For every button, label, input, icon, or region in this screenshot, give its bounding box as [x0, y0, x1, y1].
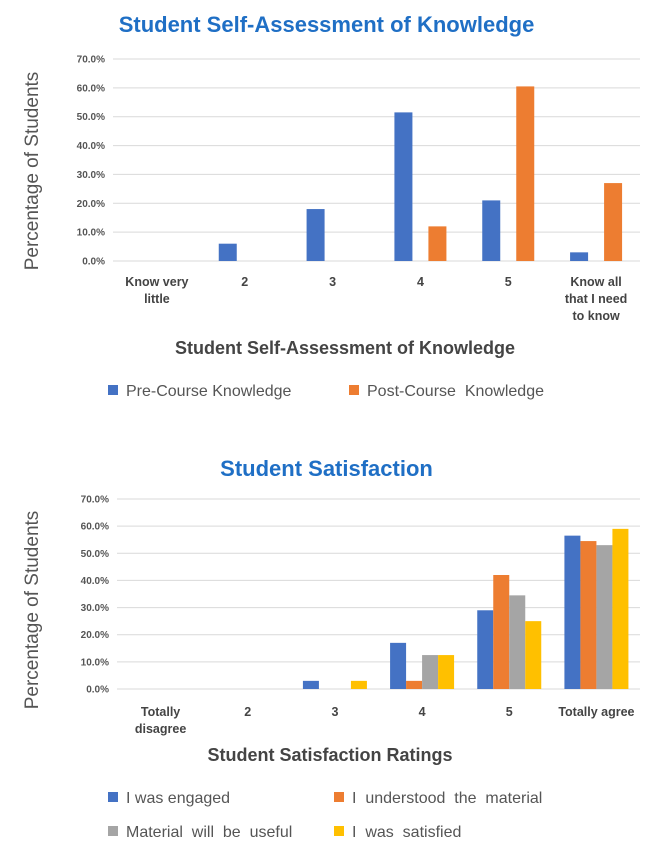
chart2-bar	[302, 680, 319, 689]
chart1-y-tick-label: 0.0%	[82, 257, 105, 268]
chart1-legend-item-pre: Pre-Course Knowledge	[108, 383, 291, 401]
chart2-legend-swatch-satisfied	[334, 826, 344, 836]
chart2-y-tick-label: 50.0%	[81, 549, 109, 560]
chart1-category-label: 3	[329, 275, 336, 289]
chart1-y-tick-label: 10.0%	[77, 228, 105, 239]
chart2-legend-item-useful: Material will be useful	[108, 824, 292, 842]
chart2-legend-item-satisfied: I was satisfied	[334, 824, 461, 842]
chart1-plot: 0.0% 10.0% 20.0% 30.0% 40.0% 50.0% 60.0% 70.0% K…	[77, 55, 640, 323]
chart1-legend-item-post: Post-Course Knowledge	[349, 383, 544, 401]
chart2-y-tick-label: 10.0%	[81, 657, 109, 668]
chart2-y-tick-label: 60.0%	[81, 522, 109, 533]
chart2-bar	[596, 545, 613, 689]
chart1-category-label: 5	[505, 275, 512, 289]
chart1-bar	[570, 252, 589, 261]
chart2-bar	[564, 535, 581, 689]
chart1-y-tick-label: 50.0%	[77, 112, 105, 123]
chart2-legend-item-understood: I understood the material	[334, 790, 542, 808]
chart1-x-axis-label: Student Self-Assessment of Knowledge	[174, 338, 516, 358]
chart2-category-label: 2	[244, 705, 251, 719]
chart1-bar	[516, 86, 535, 261]
chart2-bar	[525, 621, 542, 689]
chart1-y-tick-label: 40.0%	[77, 141, 105, 152]
chart2-category-label: Totally agree	[558, 705, 634, 719]
chart2-legend-swatch-useful	[108, 826, 118, 836]
chart2-plot: 0.0% 10.0% 20.0% 30.0% 40.0% 50.0% 60.0% 70.0% T…	[81, 495, 640, 736]
chart2-legend-label-engaged: I was engaged	[126, 790, 231, 807]
chart2-bar	[509, 595, 526, 689]
chart2-x-axis-label: Student Satisfaction Ratings	[207, 745, 453, 765]
chart1-bar	[306, 209, 325, 261]
chart1-bar	[218, 243, 237, 261]
chart1-y-tick-label: 60.0%	[77, 83, 105, 94]
chart1-bar	[428, 226, 447, 261]
chart2-y-tick-label: 30.0%	[81, 603, 109, 614]
chart1-category-label: 4	[417, 275, 424, 289]
chart2-y-tick-label: 20.0%	[81, 630, 109, 641]
chart1-y-tick-label: 20.0%	[77, 199, 105, 210]
chart2-legend-item-engaged: I was engaged	[108, 790, 230, 808]
chart2-category-label: Totally disagree	[135, 705, 186, 736]
chart2-bar	[406, 680, 423, 689]
chart2-legend: I was engaged I understood the material …	[0, 790, 653, 846]
chart1-category-label: Know all that I need to know	[565, 275, 628, 323]
chart2-bar	[350, 680, 367, 689]
chart1-legend-swatch-pre	[108, 385, 118, 395]
chart2-bar	[390, 642, 407, 689]
chart1-category-label: 2	[241, 275, 248, 289]
chart1-legend-swatch-post	[349, 385, 359, 395]
chart1-bar	[604, 183, 623, 261]
chart1-bar	[394, 112, 413, 261]
chart2-title: Student Satisfaction	[220, 456, 433, 481]
chart1-y-tick-label: 30.0%	[77, 170, 105, 181]
chart1-bar	[482, 200, 501, 261]
chart1-legend-label-pre: Pre-Course Knowledge	[126, 383, 292, 400]
chart1-legend: Pre-Course Knowledge Post-Course Knowled…	[0, 383, 653, 405]
chart2-y-tick-label: 40.0%	[81, 576, 109, 587]
chart2-bar	[580, 541, 597, 689]
chart2-legend-label-understood: I understood the material	[352, 790, 543, 807]
chart2-legend-swatch-engaged	[108, 792, 118, 802]
chart1-y-tick-label: 70.0%	[77, 55, 105, 66]
chart2-bar	[438, 655, 455, 689]
chart2-y-tick-label: 0.0%	[86, 685, 109, 696]
chart2-y-tick-label: 70.0%	[81, 495, 109, 506]
chart2-bar	[493, 575, 510, 689]
chart2-category-label: 4	[419, 705, 426, 719]
chart2-legend-swatch-understood	[334, 792, 344, 802]
chart1-category-label: Know very little	[125, 275, 188, 306]
chart2-bar	[477, 610, 494, 689]
chart2-legend-label-satisfied: I was satisfied	[352, 824, 462, 841]
chart2-bar	[422, 655, 439, 689]
chart2-legend-label-useful: Material will be useful	[126, 824, 293, 841]
chart1-legend-label-post: Post-Course Knowledge	[367, 383, 544, 400]
chart1-title: Student Self-Assessment of Knowledge	[118, 12, 535, 37]
chart2-category-label: 5	[506, 705, 513, 719]
chart2-category-label: 3	[331, 705, 338, 719]
chart2-bar	[612, 528, 629, 689]
